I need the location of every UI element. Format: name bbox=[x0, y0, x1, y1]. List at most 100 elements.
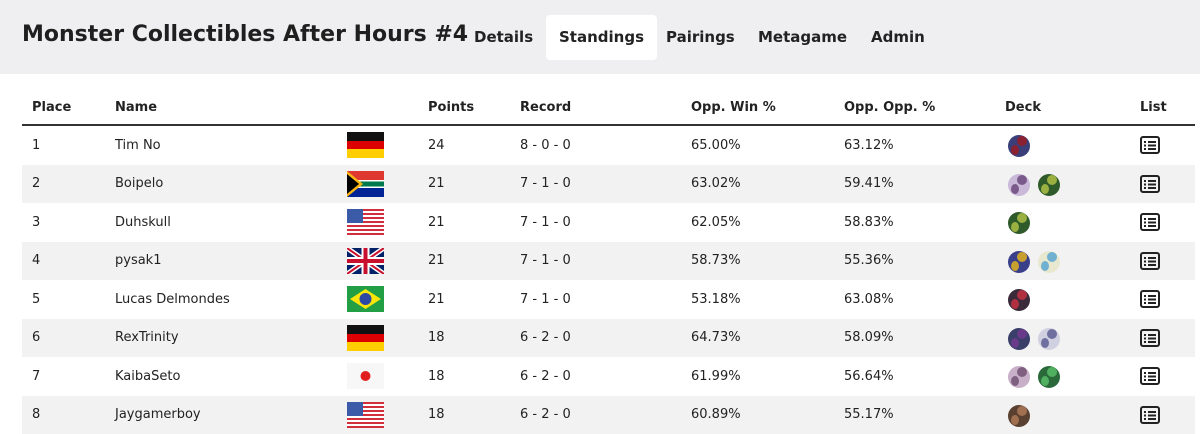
list-cell[interactable] bbox=[1130, 203, 1195, 242]
page-title: Monster Collectibles After Hours #4 bbox=[22, 22, 469, 47]
sprite-part bbox=[1011, 414, 1019, 425]
flag bbox=[347, 170, 384, 197]
deck-cell[interactable] bbox=[995, 165, 1130, 204]
points: 18 bbox=[428, 407, 445, 423]
deck-sprites[interactable] bbox=[1005, 207, 1075, 237]
deck-cell[interactable] bbox=[995, 203, 1130, 242]
deck-sprites[interactable] bbox=[1005, 169, 1075, 199]
opp-opp-pct: 63.08% bbox=[844, 291, 894, 307]
opp-opp-pct: 59.41% bbox=[844, 176, 894, 192]
deck-cell[interactable] bbox=[995, 125, 1130, 165]
column-header: Place bbox=[22, 90, 105, 126]
deck-sprites[interactable] bbox=[1005, 246, 1075, 276]
standing-row: 7 KaibaSeto 18 6 - 2 - 0 61.99% 56.64% bbox=[22, 357, 1195, 396]
deck-cell[interactable] bbox=[995, 319, 1130, 358]
list-cell[interactable] bbox=[1130, 280, 1195, 319]
opp-win-pct: 58.73% bbox=[691, 253, 741, 269]
player-name[interactable]: Lucas Delmondes bbox=[115, 291, 230, 307]
sprite-part bbox=[1011, 337, 1019, 348]
list-cell[interactable] bbox=[1130, 165, 1195, 204]
list-icon[interactable] bbox=[1140, 251, 1160, 270]
sprite-part bbox=[1011, 299, 1019, 310]
deck-cell[interactable] bbox=[995, 396, 1130, 434]
header-bar: Monster Collectibles After Hours #4 Deta… bbox=[0, 0, 1200, 74]
flag-cell bbox=[337, 280, 418, 319]
sprite-part bbox=[1047, 251, 1057, 262]
player-name[interactable]: Tim No bbox=[115, 137, 161, 153]
flag-cell bbox=[337, 242, 418, 281]
deck-sprites[interactable] bbox=[1005, 130, 1075, 160]
deck-cell[interactable] bbox=[995, 280, 1130, 319]
points: 18 bbox=[428, 368, 445, 384]
flag-cell bbox=[337, 125, 418, 165]
list-icon[interactable] bbox=[1140, 174, 1160, 193]
flag bbox=[347, 209, 384, 236]
opp-win-pct: 64.73% bbox=[691, 330, 741, 346]
flag-cell bbox=[337, 357, 418, 396]
player-name[interactable]: Boipelo bbox=[115, 176, 164, 192]
record: 8 - 0 - 0 bbox=[520, 137, 571, 153]
deck-sprites[interactable] bbox=[1005, 400, 1075, 430]
flag-cell bbox=[337, 203, 418, 242]
sprite-part bbox=[1011, 260, 1019, 271]
sprite-part bbox=[1041, 183, 1049, 194]
list-icon[interactable] bbox=[1140, 136, 1160, 155]
list-icon[interactable] bbox=[1140, 290, 1160, 309]
list-cell[interactable] bbox=[1130, 357, 1195, 396]
standing-row: 3 Duhskull 21 7 - 1 - 0 62.05% 58.83% bbox=[22, 203, 1195, 242]
list-cell[interactable] bbox=[1130, 125, 1195, 165]
player-name[interactable]: Duhskull bbox=[115, 214, 171, 230]
list-icon[interactable] bbox=[1140, 367, 1160, 386]
column-header: Opp. Win % bbox=[681, 90, 834, 126]
player-name[interactable]: pysak1 bbox=[115, 253, 162, 269]
deck-cell[interactable] bbox=[995, 242, 1130, 281]
flag bbox=[347, 286, 384, 313]
place: 2 bbox=[32, 176, 41, 192]
tab[interactable]: Pairings bbox=[666, 28, 735, 46]
list-icon[interactable] bbox=[1140, 328, 1160, 347]
list-cell[interactable] bbox=[1130, 242, 1195, 281]
sprite-part bbox=[1011, 376, 1019, 387]
place: 6 bbox=[32, 330, 41, 346]
list-icon[interactable] bbox=[1140, 405, 1160, 424]
list-icon[interactable] bbox=[1140, 213, 1160, 232]
record: 6 - 2 - 0 bbox=[520, 407, 571, 423]
deck-sprites[interactable] bbox=[1005, 361, 1075, 391]
tab[interactable]: Metagame bbox=[758, 28, 848, 46]
sprite-part bbox=[1041, 337, 1049, 348]
opp-opp-pct: 58.09% bbox=[844, 330, 894, 346]
sprite-part bbox=[1041, 260, 1049, 271]
deck-cell[interactable] bbox=[995, 357, 1130, 396]
tab[interactable]: Details bbox=[474, 28, 534, 46]
list-cell[interactable] bbox=[1130, 396, 1195, 434]
standing-row: 4 pysak1 21 7 - 1 - 0 58.73% 55.36% bbox=[22, 241, 1195, 281]
player-name[interactable]: Jaygamerboy bbox=[115, 407, 201, 423]
column-header: Opp. Opp. % bbox=[834, 90, 995, 126]
opp-win-pct: 62.05% bbox=[691, 214, 741, 230]
flag bbox=[347, 401, 384, 428]
player-name[interactable]: KaibaSeto bbox=[115, 368, 181, 384]
tab-active[interactable]: Standings bbox=[546, 15, 657, 60]
sprite-part bbox=[1017, 251, 1027, 262]
deck-sprites[interactable] bbox=[1005, 284, 1075, 314]
flag bbox=[347, 247, 384, 274]
column-header: Name bbox=[105, 90, 337, 126]
list-cell[interactable] bbox=[1130, 319, 1195, 358]
sprite-part bbox=[1017, 136, 1027, 147]
tab[interactable]: Admin bbox=[871, 28, 925, 46]
sprite-part bbox=[1041, 376, 1049, 387]
opp-opp-pct: 58.83% bbox=[844, 214, 894, 230]
deck-sprites[interactable] bbox=[1005, 323, 1075, 353]
player-name[interactable]: RexTrinity bbox=[115, 330, 179, 346]
place: 3 bbox=[32, 214, 41, 230]
standings-table: Place Name Points Record Opp. Win % Opp.… bbox=[22, 90, 1195, 434]
flag bbox=[347, 324, 384, 351]
place: 4 bbox=[32, 253, 41, 269]
flag-cell bbox=[337, 165, 418, 204]
opp-win-pct: 53.18% bbox=[691, 291, 741, 307]
flag-cell bbox=[337, 319, 418, 358]
sprite-part bbox=[1017, 405, 1027, 416]
sprite-part bbox=[1047, 328, 1057, 339]
points: 24 bbox=[428, 137, 445, 153]
